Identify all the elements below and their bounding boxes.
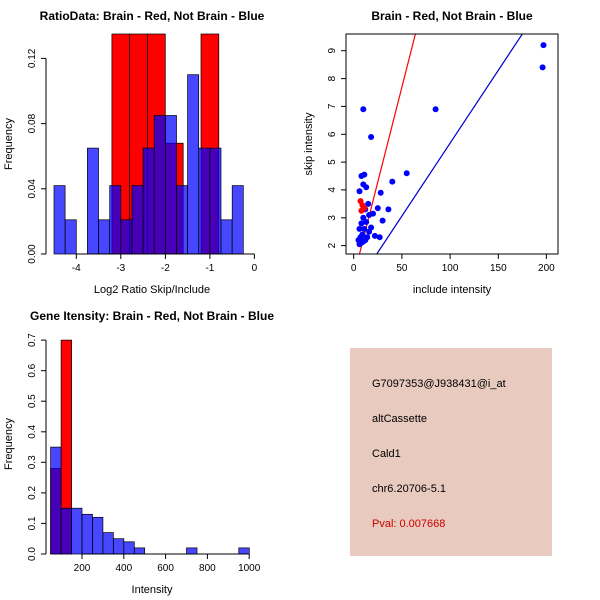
chart-title: RatioData: Brain - Red, Not Brain - Blue (40, 9, 265, 23)
pval-text: Pval: 0.007668 (372, 518, 446, 530)
svg-text:0.6: 0.6 (27, 363, 38, 377)
svg-text:-3: -3 (116, 263, 125, 274)
svg-text:0.12: 0.12 (27, 48, 38, 68)
svg-text:800: 800 (199, 563, 216, 574)
svg-text:Intensity: Intensity (132, 584, 173, 596)
svg-text:0: 0 (252, 263, 258, 274)
chart-title: Gene Itensity: Brain - Red, Not Brain - … (30, 309, 274, 323)
svg-text:200: 200 (74, 563, 91, 574)
plot-marks: 200 400 600 800 1000 0.0 0.1 0.2 0.3 0.4 0.5 0.6 0.7… (3, 333, 261, 596)
svg-text:-2: -2 (161, 263, 170, 274)
gene-symbol: Cald1 (372, 448, 401, 460)
svg-text:400: 400 (115, 563, 132, 574)
svg-text:50: 50 (396, 263, 408, 274)
svg-text:-4: -4 (72, 263, 81, 274)
probe-id: G7097353@J938431@i_at (372, 378, 506, 390)
svg-text:Frequency: Frequency (3, 418, 15, 470)
plot-marks: -4 -3 -2 -1 0 0.00 0.04 0.08 0.12 Log2 Ratio Skip… (3, 33, 258, 296)
intensity-scatter-panel: Brain - Red, Not Brain - Blue 0 50 100 150 2… (300, 0, 600, 300)
splice-type: altCassette (372, 413, 428, 425)
svg-text:3: 3 (327, 215, 338, 221)
svg-text:0.2: 0.2 (27, 486, 38, 500)
svg-text:Frequency: Frequency (3, 118, 15, 170)
svg-text:9: 9 (327, 47, 338, 53)
svg-text:skip intensity: skip intensity (303, 112, 315, 175)
svg-text:8: 8 (327, 75, 338, 81)
svg-text:7: 7 (327, 103, 338, 109)
ratio-histogram-panel: RatioData: Brain - Red, Not Brain - Blue… (0, 0, 300, 300)
ratio-histogram-canvas: RatioData: Brain - Red, Not Brain - Blue… (3, 9, 265, 296)
gene-intensity-histogram-panel: Gene Itensity: Brain - Red, Not Brain - … (0, 300, 300, 600)
svg-text:0.04: 0.04 (27, 179, 38, 199)
chart-title: Brain - Red, Not Brain - Blue (371, 9, 533, 23)
svg-text:2: 2 (327, 242, 338, 248)
svg-text:0.3: 0.3 (27, 455, 38, 469)
svg-text:1000: 1000 (238, 563, 261, 574)
svg-text:100: 100 (442, 263, 459, 274)
plot-marks: 0 50 100 150 200 2 3 4 5 6 7 8 9 include intensity ski… (303, 33, 559, 296)
svg-text:600: 600 (157, 563, 174, 574)
svg-text:-1: -1 (205, 263, 214, 274)
svg-text:0.4: 0.4 (27, 424, 38, 438)
gene-info-box: G7097353@J938431@i_at altCassette Cald1 … (350, 348, 552, 556)
gene-info-panel: G7097353@J938431@i_at altCassette Cald1 … (300, 300, 600, 600)
chromosome-location: chr6.20706-5.1 (372, 483, 446, 495)
svg-text:include intensity: include intensity (413, 284, 492, 296)
svg-text:0.0: 0.0 (27, 547, 38, 561)
svg-text:0: 0 (351, 263, 357, 274)
svg-text:0.00: 0.00 (27, 244, 38, 264)
svg-text:4: 4 (327, 187, 338, 193)
gene-intensity-histogram-canvas: Gene Itensity: Brain - Red, Not Brain - … (3, 309, 274, 596)
svg-text:Log2 Ratio Skip/Include: Log2 Ratio Skip/Include (94, 284, 210, 296)
svg-text:0.5: 0.5 (27, 394, 38, 408)
svg-text:0.1: 0.1 (27, 516, 38, 530)
intensity-scatter-canvas: Brain - Red, Not Brain - Blue 0 50 100 150 2… (303, 9, 559, 296)
svg-text:6: 6 (327, 131, 338, 137)
svg-text:0.08: 0.08 (27, 113, 38, 133)
svg-text:5: 5 (327, 159, 338, 165)
svg-text:200: 200 (538, 263, 555, 274)
svg-text:0.7: 0.7 (27, 333, 38, 347)
svg-text:150: 150 (490, 263, 507, 274)
